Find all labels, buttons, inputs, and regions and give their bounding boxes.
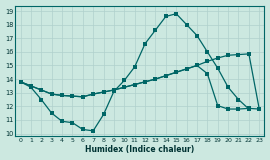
X-axis label: Humidex (Indice chaleur): Humidex (Indice chaleur) xyxy=(85,145,194,154)
